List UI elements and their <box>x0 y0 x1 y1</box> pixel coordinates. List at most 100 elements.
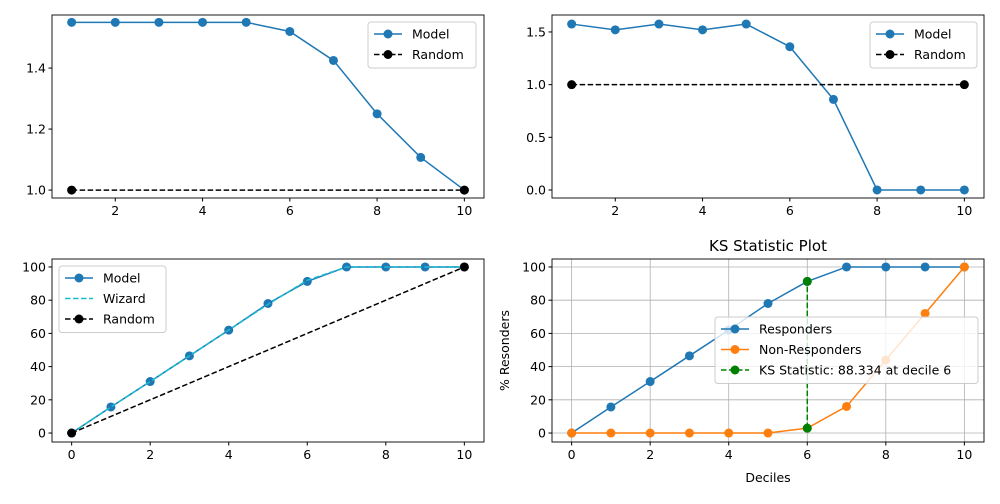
x-tick-label: 6 <box>303 447 311 462</box>
x-tick-label: 10 <box>456 203 472 218</box>
legend-label: Wizard <box>103 291 146 306</box>
series-line-2 <box>71 266 465 434</box>
series-line-1 <box>71 266 465 434</box>
y-tick-label: 0 <box>38 426 46 441</box>
x-tick-label: 8 <box>382 447 390 462</box>
data-point <box>872 185 882 195</box>
data-point <box>920 308 930 318</box>
legend-marker <box>74 314 84 324</box>
data-point <box>459 185 469 195</box>
data-point <box>645 377 655 387</box>
y-axis-label: % Resonders <box>497 310 512 391</box>
legend-label: Model <box>103 271 141 286</box>
y-tick-label: 40 <box>530 359 546 374</box>
y-tick-label: 1.4 <box>26 61 46 76</box>
x-tick-label: 2 <box>611 203 619 218</box>
legend-marker <box>383 50 393 59</box>
legend-label: Non-Responders <box>759 342 862 357</box>
data-point <box>198 17 208 27</box>
data-point <box>916 185 926 195</box>
x-tick-label: 4 <box>699 203 707 218</box>
legend-marker <box>74 273 84 283</box>
data-point <box>959 185 969 195</box>
y-tick-label: 0.0 <box>526 182 546 197</box>
legend-box <box>714 316 979 384</box>
data-point <box>881 262 891 272</box>
data-point <box>67 17 77 27</box>
legend: Responders Non-Responders KS Statistic: 88… <box>714 316 979 384</box>
data-point <box>67 428 77 438</box>
data-point <box>654 19 664 29</box>
legend-marker <box>885 50 895 59</box>
x-tick-label: 10 <box>956 447 972 462</box>
x-tick-label: 2 <box>646 447 654 462</box>
x-tick-label: 6 <box>286 203 294 218</box>
data-point <box>698 25 708 35</box>
x-tick-label: 2 <box>111 203 119 218</box>
data-point <box>741 19 751 29</box>
data-point <box>567 428 577 438</box>
legend-marker <box>383 29 393 39</box>
y-tick-label: 80 <box>30 293 46 308</box>
data-point <box>302 276 312 286</box>
x-axis-label: Deciles <box>745 470 790 485</box>
legend-label: Random <box>914 47 966 62</box>
data-point <box>802 423 812 433</box>
y-tick-label: 20 <box>530 392 546 407</box>
legend-marker <box>730 345 740 354</box>
legend-label: Responders <box>759 322 832 337</box>
axes-frame <box>551 14 985 199</box>
data-point <box>606 428 616 438</box>
data-point <box>802 276 812 286</box>
data-point <box>959 80 969 90</box>
y-tick-label: 60 <box>30 326 46 341</box>
legend: Model Random <box>367 21 477 69</box>
series-line-0 <box>571 23 965 191</box>
data-point <box>145 377 155 387</box>
y-tick-label: 1.0 <box>26 183 46 198</box>
y-tick-label: 20 <box>30 392 46 407</box>
x-tick-label: 2 <box>146 447 154 462</box>
legend-label: KS Statistic: 88.334 at decile 6 <box>759 363 951 378</box>
data-point <box>610 25 620 35</box>
y-tick-label: 80 <box>530 293 546 308</box>
data-point <box>416 152 426 162</box>
data-point <box>567 80 577 90</box>
legend-label: Model <box>914 27 952 42</box>
x-tick-label: 4 <box>225 447 233 462</box>
legend: Model Wizard Random <box>58 265 167 333</box>
x-tick-label: 4 <box>199 203 207 218</box>
data-point <box>959 262 969 272</box>
axes-frame <box>51 258 485 443</box>
data-point <box>684 428 694 438</box>
y-tick-label: 0.5 <box>526 130 546 145</box>
y-tick-label: 1.0 <box>526 77 546 92</box>
data-point <box>106 402 116 412</box>
data-point <box>763 428 773 438</box>
y-tick-label: 1.5 <box>526 24 546 39</box>
data-point <box>684 351 694 361</box>
legend-marker <box>885 29 895 39</box>
x-tick-label: 6 <box>786 203 794 218</box>
y-tick-label: 40 <box>30 359 46 374</box>
legend-label: Random <box>412 47 464 62</box>
x-tick-label: 10 <box>956 203 972 218</box>
legend: Model Random <box>869 21 978 69</box>
data-point <box>920 262 930 272</box>
data-point <box>459 262 469 272</box>
legend-label: Random <box>103 312 155 327</box>
x-tick-label: 8 <box>882 447 890 462</box>
data-point <box>606 402 616 412</box>
data-point <box>372 109 382 119</box>
legend-label: Model <box>412 27 450 42</box>
y-tick-label: 100 <box>522 259 546 274</box>
x-tick-label: 0 <box>568 447 576 462</box>
subplot-1: 2 4 6 8 10 1.0 1.2 1.4 Model Random <box>26 14 485 218</box>
data-point <box>110 17 120 27</box>
chart-title: KS Statistic Plot <box>709 237 827 255</box>
axes-frame <box>551 258 985 443</box>
